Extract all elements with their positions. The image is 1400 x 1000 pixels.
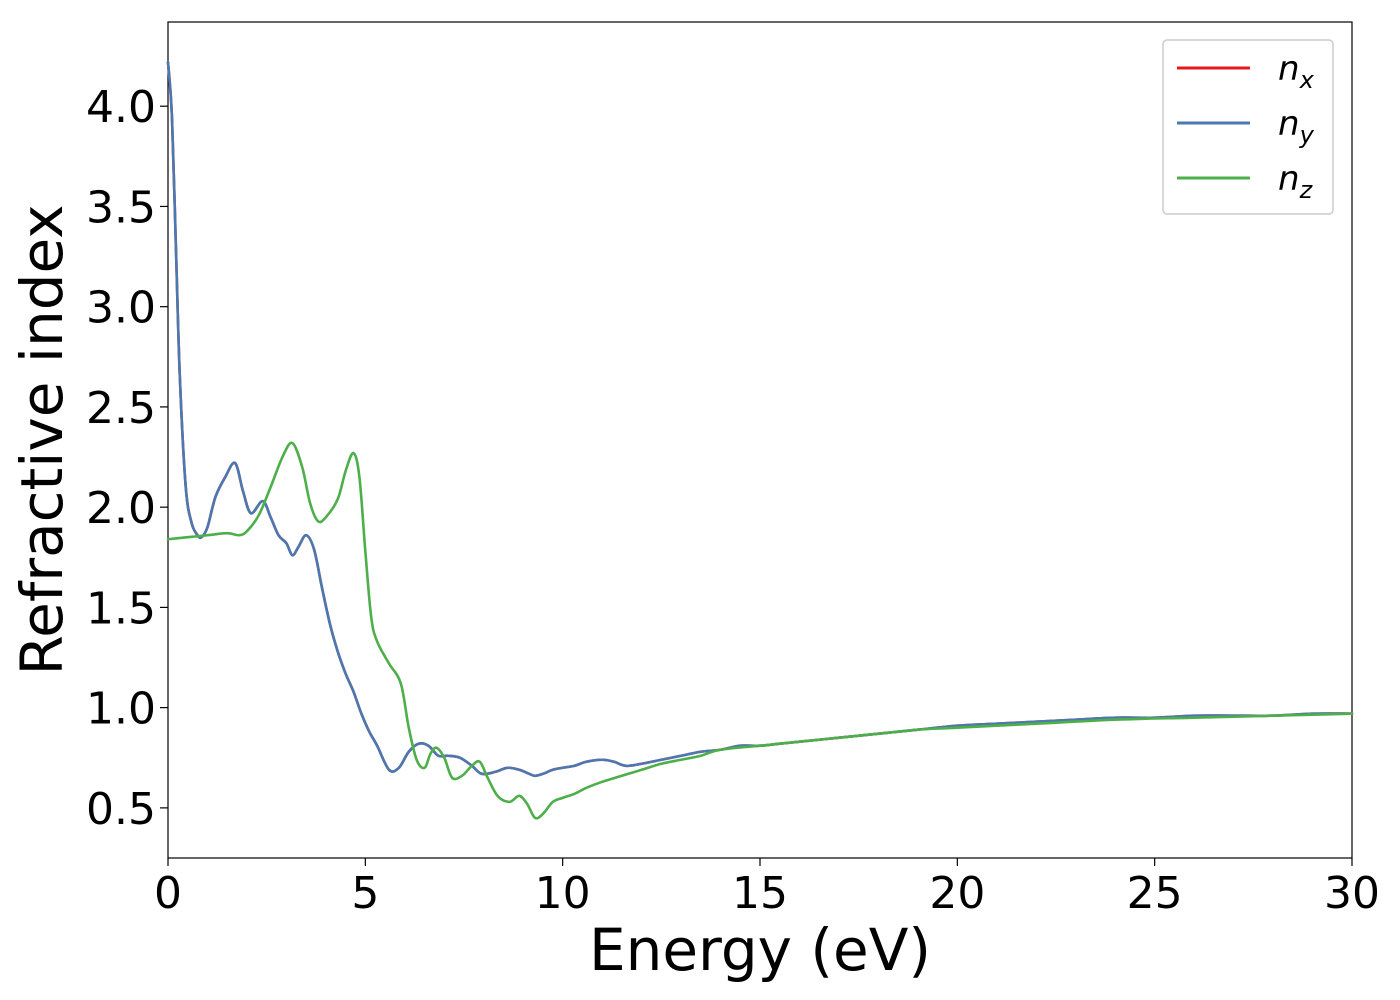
- y-tick-label: 1.5: [86, 583, 156, 634]
- series-line-z: [166, 441, 1354, 820]
- y-axis-label: Refractive index: [8, 204, 76, 675]
- x-axis-label: Energy (eV): [589, 916, 931, 984]
- y-tick-label: 0.5: [86, 784, 156, 835]
- x-tick-label: 15: [732, 868, 788, 919]
- x-tick-label: 10: [535, 868, 591, 919]
- y-tick-label: 4.0: [86, 82, 156, 133]
- y-tick-label: 3.5: [86, 182, 156, 233]
- y-tick-label: 2.0: [86, 483, 156, 534]
- x-axis: 0 5 10 15 20 25 30: [154, 858, 1380, 919]
- x-tick-label: 20: [929, 868, 985, 919]
- series-layer: [166, 60, 1354, 820]
- legend-label-x: nx: [1278, 49, 1315, 94]
- x-tick-label: 25: [1127, 868, 1183, 919]
- x-tick-label: 30: [1324, 868, 1380, 919]
- y-tick-label: 2.5: [86, 383, 156, 434]
- y-axis: 0.5 1.0 1.5 2.0 2.5 3.0 3.5 4.0: [86, 82, 168, 835]
- legend-label-z: nz: [1278, 159, 1314, 204]
- y-tick-label: 1.0: [86, 684, 156, 735]
- legend: nx ny nz: [1162, 39, 1334, 215]
- y-tick-label: 3.0: [86, 283, 156, 334]
- legend-box: [1162, 39, 1334, 215]
- legend-label-y: ny: [1278, 104, 1315, 149]
- x-tick-label: 0: [154, 868, 182, 919]
- x-tick-label: 5: [351, 868, 379, 919]
